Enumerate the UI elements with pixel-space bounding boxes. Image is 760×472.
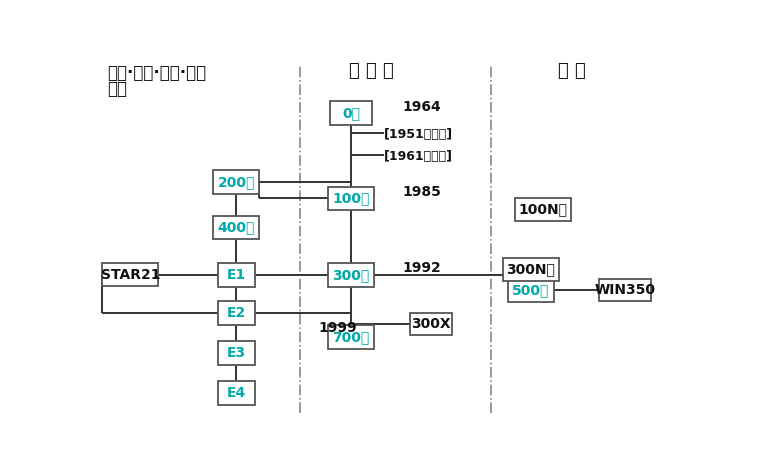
Text: STAR21: STAR21	[100, 268, 160, 282]
Text: 300系: 300系	[333, 268, 370, 282]
Text: 500系: 500系	[512, 283, 549, 297]
Text: [1951试验车]: [1951试验车]	[384, 128, 453, 141]
Text: E4: E4	[226, 386, 246, 400]
Text: 200系: 200系	[217, 175, 255, 189]
Bar	[214, 170, 259, 194]
Text: E1: E1	[226, 268, 246, 282]
Text: 1999: 1999	[319, 321, 357, 335]
Text: 400系: 400系	[217, 220, 255, 235]
Text: WIN350: WIN350	[594, 283, 656, 297]
Text: 300N系: 300N系	[506, 262, 556, 276]
Bar	[515, 198, 571, 220]
Text: 700系: 700系	[333, 330, 370, 344]
Bar	[410, 312, 452, 335]
Text: [1961试验车]: [1961试验车]	[384, 150, 453, 163]
Text: 100系: 100系	[333, 191, 370, 205]
Text: E3: E3	[226, 346, 246, 360]
Bar	[328, 186, 374, 210]
Bar	[218, 301, 255, 325]
Bar	[328, 325, 374, 349]
Text: 0系: 0系	[342, 106, 360, 120]
Text: 1992: 1992	[403, 261, 442, 275]
Text: 东北·上越·山形·北陆: 东北·上越·山形·北陆	[106, 64, 206, 82]
Text: E2: E2	[226, 306, 246, 320]
Text: 东 海 道: 东 海 道	[350, 62, 394, 80]
Text: 1964: 1964	[403, 100, 442, 114]
Bar	[328, 263, 374, 287]
Bar	[503, 258, 559, 280]
Text: 300X: 300X	[411, 317, 451, 331]
Bar	[214, 216, 259, 239]
Text: 山 阳: 山 阳	[558, 62, 586, 80]
Text: 秋田: 秋田	[106, 80, 127, 98]
Text: 1985: 1985	[403, 185, 442, 199]
Bar	[218, 263, 255, 287]
Bar	[218, 381, 255, 405]
Bar	[599, 278, 651, 301]
Bar	[508, 278, 554, 302]
Bar	[218, 341, 255, 365]
Text: 100N系: 100N系	[518, 202, 567, 216]
Bar	[330, 101, 372, 125]
Bar	[103, 263, 158, 286]
